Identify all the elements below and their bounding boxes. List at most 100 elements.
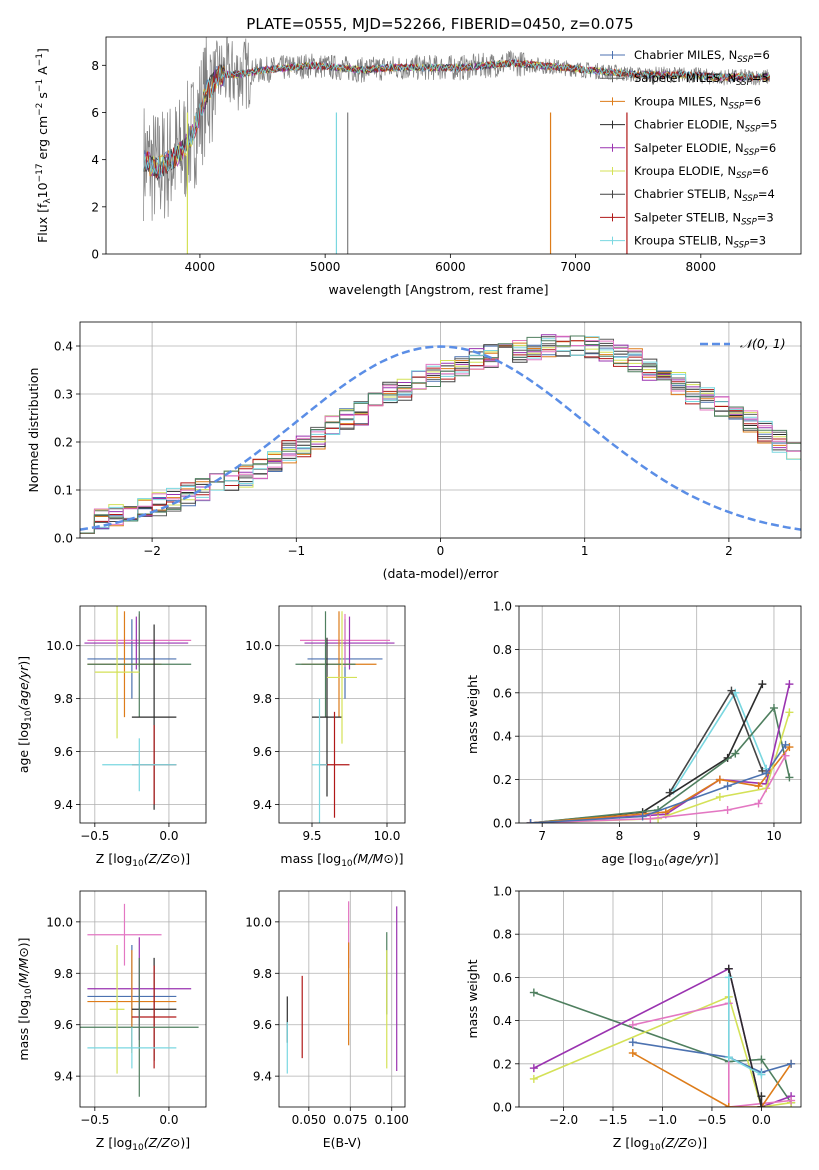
y-tick-label: 9.4 — [253, 1070, 272, 1084]
data-point — [102, 738, 177, 792]
data-point — [80, 957, 199, 1097]
weight-marker — [762, 769, 771, 778]
weight-lines — [529, 964, 796, 1107]
weight-marker — [758, 680, 767, 689]
grid — [80, 891, 206, 1107]
legend-label: Chabrier STELIB, NSSP=4 — [634, 187, 775, 204]
y-tick-label: 2 — [91, 200, 99, 214]
weight-marker — [781, 740, 790, 749]
weight-marker — [661, 808, 670, 817]
weight-marker — [787, 1059, 796, 1068]
y-tick-label: 0.2 — [493, 1057, 512, 1071]
data-point — [87, 903, 162, 966]
weight-marker — [781, 751, 790, 760]
data-point — [312, 637, 342, 797]
weight-marker — [724, 964, 733, 973]
y-tick-label: 9.4 — [253, 798, 272, 812]
x-tick-label: 0 — [437, 544, 445, 558]
weight-vs-age-panel: 7 8 9 10 0.0 0.2 0.4 0.6 0.8 1.0 mass weight age [l… — [465, 600, 802, 869]
model-spectrum — [143, 59, 770, 179]
weight-marker — [754, 782, 763, 791]
y-tick-label: 10.0 — [46, 639, 73, 653]
x-axis-label: mass [log10(M/M⊙)] — [280, 851, 403, 869]
x-axis-label: E(B-V) — [323, 1135, 362, 1150]
grid — [279, 891, 405, 1107]
x-axis-label: Z [log10(Z/Z⊙)] — [613, 1135, 707, 1153]
x-tick-label: 5000 — [310, 260, 341, 274]
x-tick-label: 0.075 — [333, 1113, 367, 1127]
weight-marker — [785, 680, 794, 689]
weight-marker — [529, 1064, 538, 1073]
weight-marker — [785, 773, 794, 782]
data-point — [87, 611, 192, 718]
x-tick-label: 7 — [538, 829, 546, 843]
weight-vs-z-panel: −2.0 −1.5 −1.0 −0.5 0.0 0.0 0.2 0.4 0.6 0.8 1.0 mas… — [465, 885, 802, 1153]
x-tick-label: 10 — [766, 829, 781, 843]
axes-frame — [105, 36, 802, 255]
y-tick-label: 0.0 — [493, 1101, 512, 1115]
axes-frame — [79, 890, 207, 1108]
y-tick-label: 0.3 — [54, 388, 73, 402]
x-tick-label: 4000 — [185, 260, 216, 274]
x-tick-label: 0.100 — [375, 1113, 409, 1127]
weight-lines — [526, 680, 794, 823]
axes-frame — [278, 890, 406, 1108]
weight-marker — [638, 812, 647, 821]
histograms — [80, 334, 801, 534]
mass-vs-z-panel: −0.5 0.0 9.4 9.6 9.8 10.0 Z [log10(Z/Z⊙)] mass … — [16, 890, 207, 1153]
weight-series — [533, 995, 792, 1107]
x-axis-label: (data-model)/error — [383, 566, 500, 581]
residual-histogram — [80, 335, 801, 534]
x-tick-label: −2 — [143, 544, 161, 558]
y-tick-label: 6 — [91, 106, 99, 120]
x-tick-label: −0.5 — [80, 1113, 109, 1127]
y-tick-label: 1.0 — [493, 885, 512, 899]
data-point — [87, 1027, 177, 1069]
x-tick-label: 9 — [693, 829, 701, 843]
weight-marker — [785, 708, 794, 717]
age-vs-z-panel: −0.5 0.0 9.4 9.6 9.8 10.0 Z [log10(Z/Z⊙)] age [… — [16, 605, 207, 869]
x-tick-label: 0.0 — [159, 829, 178, 843]
x-tick-label: −1.5 — [598, 1113, 627, 1127]
weight-marker — [787, 1096, 796, 1105]
weight-marker — [723, 805, 732, 814]
y-tick-label: 0.6 — [493, 686, 512, 700]
legend-label: Kroupa STELIB, NSSP=3 — [634, 234, 766, 251]
weight-marker — [727, 686, 736, 695]
x-tick-label: 0.0 — [752, 1113, 771, 1127]
weight-marker — [646, 814, 655, 823]
y-tick-label: 8 — [91, 59, 99, 73]
x-tick-label: 2 — [725, 544, 733, 558]
data-point — [94, 606, 140, 739]
spectrum-lines — [143, 37, 771, 254]
y-tick-label: 9.6 — [253, 1018, 272, 1032]
figure-title: PLATE=0555, MJD=52266, FIBERID=0450, z=0… — [246, 15, 633, 33]
x-tick-label: 0.050 — [292, 1113, 326, 1127]
x-axis-label: age [log10(age/yr)] — [601, 851, 718, 869]
weight-marker — [724, 1103, 733, 1107]
data-point — [304, 616, 395, 670]
y-tick-label: 10.0 — [245, 915, 272, 929]
model-spectrum — [143, 58, 770, 177]
y-tick-label: 0.4 — [493, 1014, 512, 1028]
age-vs-mass-panel: 9.5 10.0 9.4 9.6 9.8 10.0 mass [log10(M/M⊙)] — [245, 605, 406, 869]
weight-marker — [529, 988, 538, 997]
legend-label: Salpeter STELIB, NSSP=3 — [634, 210, 774, 227]
y-tick-label: 9.8 — [253, 967, 272, 981]
error-bars — [295, 611, 395, 823]
y-tick-label: 9.6 — [54, 1018, 73, 1032]
axes-frame — [79, 321, 802, 539]
axes-frame — [278, 605, 406, 824]
error-bars — [286, 901, 398, 1074]
y-axis-label: age [log10(age/yr)] — [16, 656, 34, 773]
weight-marker — [628, 1020, 637, 1029]
y-tick-label: 10.0 — [46, 915, 73, 929]
x-tick-label: 1 — [581, 544, 589, 558]
weight-series — [632, 1041, 792, 1074]
y-tick-label: 0.2 — [493, 773, 512, 787]
y-tick-label: 4 — [91, 153, 99, 167]
weight-marker — [757, 1070, 766, 1079]
weight-marker — [769, 703, 778, 712]
x-tick-label: 0.0 — [159, 1113, 178, 1127]
